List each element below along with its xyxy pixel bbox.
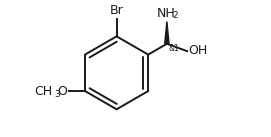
Text: NH: NH [157, 7, 176, 20]
Text: O: O [57, 85, 67, 98]
Text: &1: &1 [169, 45, 179, 53]
Text: CH: CH [34, 85, 53, 98]
Text: 2: 2 [172, 11, 178, 20]
Text: 3: 3 [54, 90, 60, 99]
Text: OH: OH [188, 44, 208, 57]
Text: Br: Br [110, 4, 124, 17]
Polygon shape [165, 22, 169, 44]
